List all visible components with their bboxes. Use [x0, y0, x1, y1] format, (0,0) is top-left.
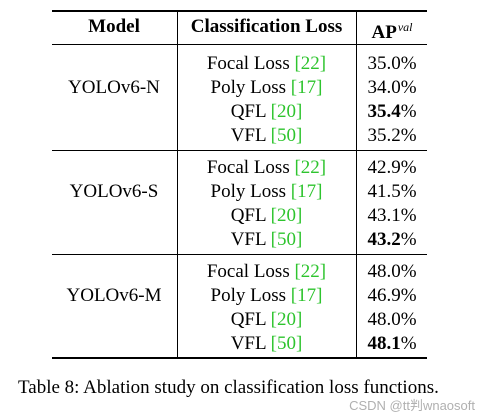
loss-name: Focal Loss: [206, 53, 290, 74]
ap-unit: %: [400, 229, 417, 250]
loss-cell: Poly Loss [17]: [178, 76, 355, 100]
ap-number: 35.0: [367, 53, 401, 74]
top-rule: [52, 10, 427, 12]
citation-link[interactable]: [17]: [290, 181, 323, 202]
loss-cell: Poly Loss [17]: [178, 284, 355, 308]
loss-cell: Focal Loss [22]: [178, 260, 355, 284]
ap-value-best: 48.1%: [357, 332, 427, 356]
ap-value: 35.2%: [357, 124, 427, 148]
citation-link[interactable]: [20]: [270, 205, 303, 226]
ap-unit: %: [400, 77, 417, 98]
loss-name: QFL: [230, 309, 266, 330]
group-rule-2: [52, 254, 427, 255]
ap-value: 48.0%: [357, 260, 427, 284]
model-name: YOLOv6-M: [66, 285, 162, 306]
loss-cell: Focal Loss [22]: [178, 52, 355, 76]
citation-link[interactable]: [22]: [294, 261, 327, 282]
ap-unit: %: [400, 261, 417, 282]
ap-value: 43.1%: [357, 204, 427, 228]
citation-link[interactable]: [17]: [290, 285, 323, 306]
ap-unit: %: [400, 205, 417, 226]
table-caption: Table 8: Ablation study on classificatio…: [18, 377, 439, 398]
loss-name: QFL: [230, 101, 266, 122]
loss-cell: VFL [50]: [178, 228, 355, 252]
loss-cell: VFL [50]: [178, 332, 355, 356]
loss-cell: QFL [20]: [178, 204, 355, 228]
citation-link[interactable]: [22]: [294, 53, 327, 74]
ap-number: 43.2: [367, 229, 401, 250]
loss-cell: Poly Loss [17]: [178, 180, 355, 204]
ap-unit: %: [400, 333, 417, 354]
ap-value-best: 35.4%: [357, 100, 427, 124]
column-separator-1: [177, 10, 178, 359]
citation-link[interactable]: [50]: [270, 333, 303, 354]
ap-number: 41.5: [367, 181, 401, 202]
ap-unit: %: [400, 309, 417, 330]
loss-name: VFL: [230, 333, 266, 354]
ap-number: 34.0: [367, 77, 401, 98]
ap-number: 42.9: [367, 157, 401, 178]
citation-link[interactable]: [50]: [270, 125, 303, 146]
citation-link[interactable]: [20]: [270, 309, 303, 330]
loss-cell: VFL [50]: [178, 124, 355, 148]
watermark: CSDN @tt判wnaosoft: [349, 398, 475, 413]
loss-name: VFL: [230, 229, 266, 250]
group-rule-1: [52, 150, 427, 151]
ap-unit: %: [400, 53, 417, 74]
model-name: YOLOv6-S: [69, 181, 159, 202]
ap-unit: %: [400, 157, 417, 178]
ap-unit: %: [400, 101, 417, 122]
loss-name: Poly Loss: [210, 285, 287, 306]
citation-link[interactable]: [17]: [290, 77, 323, 98]
loss-name: QFL: [230, 205, 266, 226]
column-separator-2: [356, 10, 357, 359]
loss-name: VFL: [230, 125, 266, 146]
header-ap-superscript: val: [397, 20, 413, 34]
citation-link[interactable]: [50]: [270, 229, 303, 250]
ap-value: 41.5%: [357, 180, 427, 204]
header-rule: [52, 44, 427, 45]
ap-value: 46.9%: [357, 284, 427, 308]
ap-value: 35.0%: [357, 52, 427, 76]
header-classification-loss: Classification Loss: [190, 16, 343, 37]
ap-number: 46.9: [367, 285, 401, 306]
ap-number: 35.4: [367, 101, 401, 122]
loss-cell: Focal Loss [22]: [178, 156, 355, 180]
model-name: YOLOv6-N: [68, 77, 160, 98]
loss-cell: QFL [20]: [178, 100, 355, 124]
ap-value: 48.0%: [357, 308, 427, 332]
ap-unit: %: [400, 181, 417, 202]
ap-number: 35.2: [367, 125, 401, 146]
loss-name: Focal Loss: [206, 157, 290, 178]
loss-name: Poly Loss: [210, 181, 287, 202]
ap-unit: %: [400, 125, 417, 146]
loss-name: Poly Loss: [210, 77, 287, 98]
ap-number: 48.0: [367, 309, 401, 330]
bottom-rule: [52, 357, 427, 359]
loss-name: Focal Loss: [206, 261, 290, 282]
ap-value-best: 43.2%: [357, 228, 427, 252]
ap-unit: %: [400, 285, 417, 306]
ap-number: 48.0: [367, 261, 401, 282]
ap-value: 34.0%: [357, 76, 427, 100]
loss-cell: QFL [20]: [178, 308, 355, 332]
citation-link[interactable]: [20]: [270, 101, 303, 122]
ap-number: 43.1: [367, 205, 401, 226]
ap-value: 42.9%: [357, 156, 427, 180]
header-ap-val: APval: [371, 20, 413, 43]
ap-number: 48.1: [367, 333, 401, 354]
citation-link[interactable]: [22]: [294, 157, 327, 178]
header-model: Model: [88, 16, 140, 37]
